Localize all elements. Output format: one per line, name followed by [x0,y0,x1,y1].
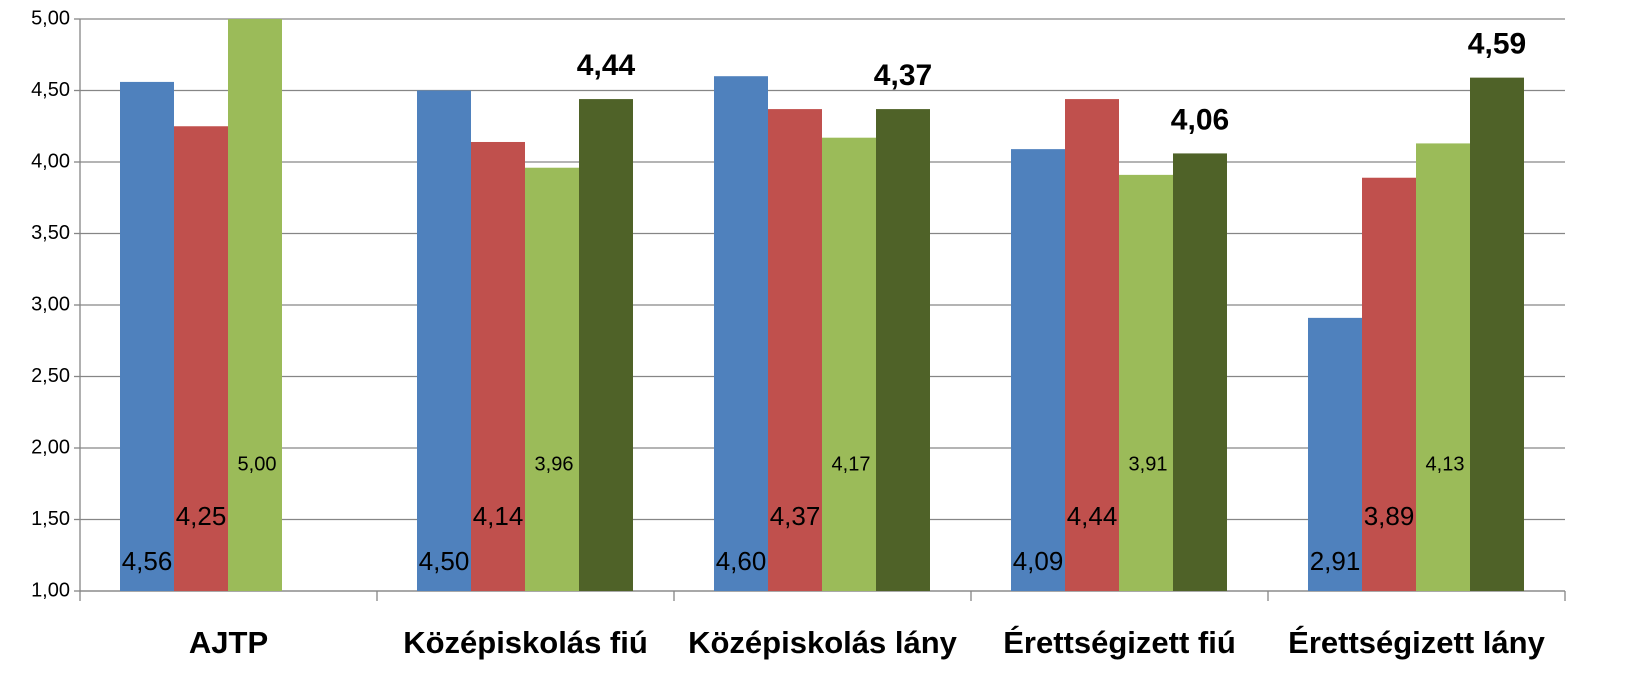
data-label: 4,09 [1013,546,1064,576]
bar [1173,153,1227,592]
bar [1011,149,1065,591]
bar [174,126,228,591]
data-label: 4,17 [832,453,871,475]
y-tick-label: 2,50 [31,365,70,387]
x-tick-label: Érettségizett lány [1288,625,1545,660]
data-label: 4,37 [874,59,932,92]
data-label: 4,60 [716,546,767,576]
y-tick-label: 1,00 [31,579,70,601]
y-tick-label: 4,50 [31,79,70,101]
data-label: 3,96 [535,453,574,475]
data-label: 4,56 [122,546,173,576]
y-tick-label: 3,50 [31,222,70,244]
bar [822,137,876,591]
data-label: 4,59 [1468,28,1526,61]
data-label: 2,91 [1310,546,1361,576]
bar [471,141,525,592]
y-tick-label: 3,00 [31,293,70,315]
x-tick-label: Érettségizett fiú [1003,625,1236,660]
bar [120,81,174,592]
data-label: 4,14 [473,501,524,531]
bar [525,167,579,591]
bar [1470,77,1524,591]
y-tick-label: 2,00 [31,436,70,458]
bar [1119,174,1173,591]
bar [714,76,768,591]
bar [1065,99,1119,591]
bar [228,19,282,591]
bar [1308,317,1362,591]
y-tick-label: 5,00 [31,7,70,29]
x-tick-label: AJTP [189,625,268,660]
data-label: 4,50 [419,546,470,576]
data-label: 4,06 [1171,103,1229,136]
bar [579,99,633,591]
y-tick-label: 1,50 [31,508,70,530]
data-label: 4,44 [577,49,636,82]
x-tick-label: Középiskolás lány [688,625,958,660]
data-label: 4,44 [1067,501,1118,531]
data-label: 4,13 [1426,453,1465,475]
bar [876,109,930,591]
x-tick-label: Középiskolás fiú [403,625,648,660]
bar [1362,177,1416,592]
bar [768,109,822,591]
bar [1416,143,1470,591]
data-label: 4,37 [770,501,821,531]
bar [417,90,471,591]
y-tick-label: 4,00 [31,150,70,172]
data-label: 3,91 [1129,453,1168,475]
data-label: 4,25 [176,501,227,531]
data-label: 5,00 [238,453,277,475]
data-label: 3,89 [1364,501,1415,531]
